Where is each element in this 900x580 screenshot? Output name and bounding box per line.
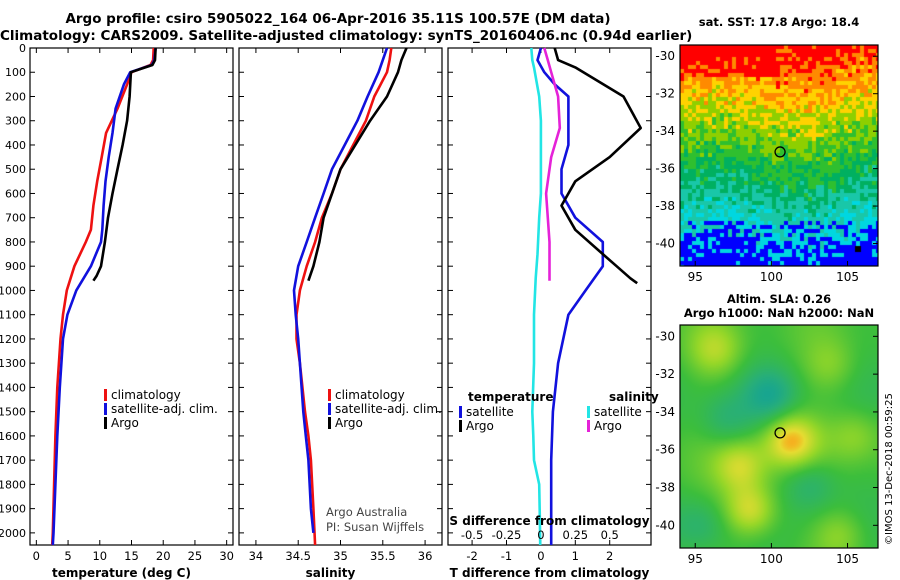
plot-frame [447, 47, 652, 546]
legend-label: satellite-adj. clim. [335, 402, 442, 416]
series-climatology [295, 47, 393, 546]
x2-tick-label: 0.25 [563, 528, 589, 542]
figure-title-line2: Climatology: CARS2009. Satellite-adjuste… [0, 28, 693, 44]
x-tick-label: 30 [219, 549, 234, 563]
depth-tick-label: 1400 [0, 381, 26, 394]
series-temperature-satellite [536, 47, 605, 545]
series-argo [92, 47, 157, 282]
depth-tick-label: 400 [5, 139, 26, 152]
sla-map-title: Altim. SLA: 0.26 [726, 292, 832, 306]
legend-swatch [104, 403, 107, 415]
depth-tick-label: 800 [5, 236, 26, 249]
x-tick-label: 35.5 [370, 549, 396, 563]
plot-frame [238, 47, 443, 546]
depth-tick-label: 1100 [0, 309, 26, 322]
legend-salinity-title: salinity [609, 390, 659, 404]
depth-tick-label: 900 [5, 260, 26, 273]
legend-label: Argo [594, 419, 622, 433]
legend-swatch [328, 417, 331, 429]
depth-tick-label: 1000 [0, 284, 26, 297]
x-tick-label: 34 [249, 549, 264, 563]
depth-tick-label: 2000 [0, 527, 26, 540]
x2-tick-label: -0.5 [461, 528, 483, 542]
plot-frame [29, 47, 234, 546]
x-axis-label: temperature (deg C) [52, 566, 191, 580]
sla-map-subtitle: Argo h1000: NaN h2000: NaN [683, 306, 875, 320]
x-tick-label: 1 [572, 549, 579, 563]
depth-tick-label: 600 [5, 187, 26, 200]
x2-axis-label: S difference from climatology [449, 514, 649, 528]
sla-map-image [680, 325, 878, 548]
x-tick-label: 25 [188, 549, 203, 563]
depth-tick-label: 1700 [0, 454, 26, 467]
sst-map-title: sat. SST: 17.8 Argo: 18.4 [698, 15, 860, 29]
sst-map-image [680, 45, 878, 266]
x2-tick-label: 0 [537, 528, 544, 542]
legend-swatch [587, 420, 590, 432]
profile-panel-2: 34 34.5 35 35.5 36 salinity climatologysatelli… [238, 47, 443, 580]
x-tick-label: 35 [333, 549, 348, 563]
depth-tick-label: 300 [5, 115, 26, 128]
depth-tick-label: 1200 [0, 333, 26, 346]
legend-temperature-title: temperature [468, 390, 553, 404]
depth-tick-label: 1300 [0, 357, 26, 370]
legend-swatch [587, 406, 590, 418]
x-tick-label: 20 [156, 549, 171, 563]
x-tick-label: 5 [64, 549, 71, 563]
legend-label: satellite [466, 405, 514, 419]
series-salinity-satellite [530, 47, 543, 546]
legend-swatch [328, 389, 331, 401]
legend-label: climatology [111, 388, 181, 402]
x-axis-label: salinity [306, 566, 356, 580]
legend-swatch [459, 406, 462, 418]
legend-label: satellite [594, 405, 642, 419]
credit-pi: PI: Susan Wijffels [326, 520, 424, 534]
legend-label: satellite-adj. clim. [111, 402, 218, 416]
series-satellite-adj-clim- [51, 47, 157, 546]
depth-tick-label: 500 [5, 163, 26, 176]
depth-tick-label: 1500 [0, 406, 26, 419]
series-climatology [50, 47, 155, 546]
x-axis-label: T difference from climatology [450, 566, 650, 580]
depth-tick-label: 1800 [0, 478, 26, 491]
profile-panel-1: 0100200300400500600700800900100011001200… [0, 42, 234, 580]
x-tick-label: 10 [92, 549, 107, 563]
figure-title-line1: Argo profile: csiro 5905022_164 06-Apr-2… [65, 11, 611, 27]
legend-swatch [104, 417, 107, 429]
depth-tick-label: 700 [5, 212, 26, 225]
series-argo [307, 47, 408, 282]
legend-label: Argo [111, 416, 139, 430]
series-satellite-adj-clim- [292, 47, 389, 534]
series-salinity-argo [543, 47, 562, 281]
profile-panel-3: -2 -1 0 1 2 T difference from climatology temp… [447, 47, 659, 580]
legend-swatch [328, 403, 331, 415]
legend-swatch [104, 389, 107, 401]
legend-label: Argo [466, 419, 494, 433]
x2-tick-label: 0.5 [601, 528, 619, 542]
legend-label: climatology [335, 388, 405, 402]
x-tick-label: 0 [537, 549, 544, 563]
x-tick-label: 2 [606, 549, 613, 563]
x-tick-label: -1 [501, 549, 512, 563]
legend-swatch [459, 420, 462, 432]
legend-label: Argo [335, 416, 363, 430]
x2-tick-label: -0.25 [492, 528, 522, 542]
depth-tick-label: 1600 [0, 430, 26, 443]
depth-tick-label: 1900 [0, 503, 26, 516]
x-tick-label: 0 [33, 549, 40, 563]
x-tick-label: 34.5 [285, 549, 311, 563]
imos-timestamp: ©IMOS 13-Dec-2018 00:59:25 [884, 393, 895, 545]
x-tick-label: -2 [466, 549, 477, 563]
depth-tick-label: 0 [19, 42, 26, 55]
series-temperature-argo [553, 47, 643, 285]
x-tick-label: 36 [418, 549, 433, 563]
x-tick-label: 15 [124, 549, 139, 563]
depth-tick-label: 200 [5, 90, 26, 103]
credit-argo-australia: Argo Australia [326, 505, 407, 519]
depth-tick-label: 100 [5, 66, 26, 79]
